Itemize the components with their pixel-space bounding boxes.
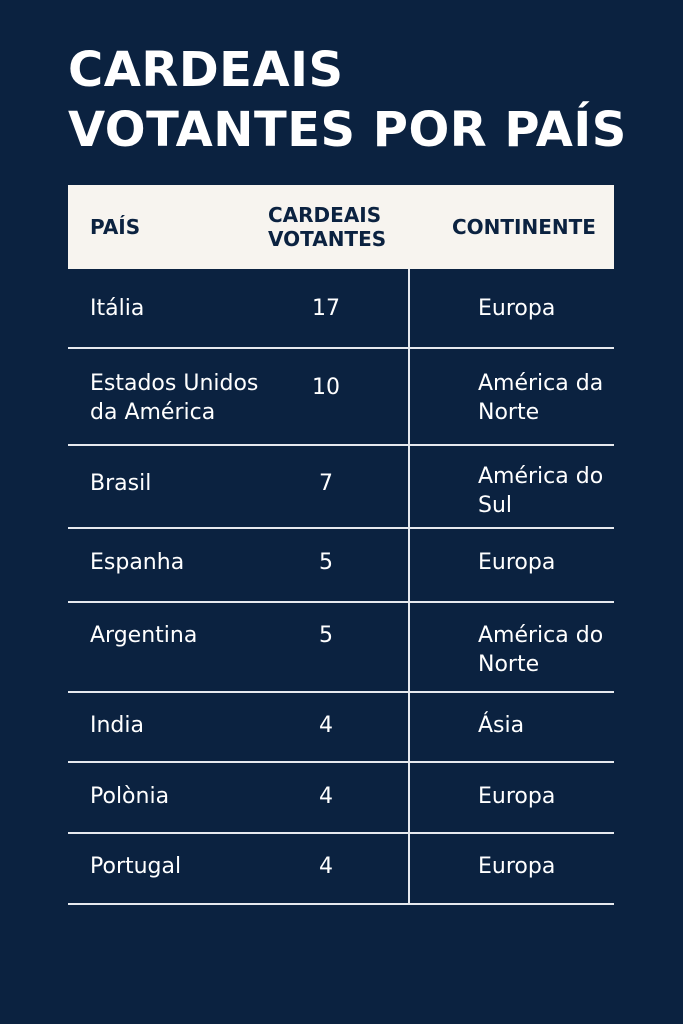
cell-votes: 17: [312, 296, 340, 321]
cell-continent: América do Sul: [478, 464, 604, 518]
cell-country: Espanha: [90, 550, 185, 575]
cell-votes: 4: [319, 713, 333, 738]
page-title: CARDEAIS VOTANTES POR PAÍS: [68, 42, 627, 158]
table-row: Polònia 4 Europa: [68, 763, 614, 834]
cell-continent: Europa: [478, 296, 556, 321]
cell-continent: Ásia: [478, 713, 525, 738]
header-continent: CONTINENTE: [452, 215, 596, 239]
table-row: India 4 Ásia: [68, 693, 614, 763]
cell-votes: 10: [312, 375, 340, 400]
cell-continent: Europa: [478, 784, 556, 809]
cardinals-table: PAÍS CARDEAIS VOTANTES CONTINENTE Itália…: [68, 185, 614, 905]
cell-votes: 7: [319, 471, 333, 496]
table-row: Espanha 5 Europa: [68, 529, 614, 603]
header-country: PAÍS: [90, 215, 141, 239]
cell-country: Portugal: [90, 854, 182, 879]
table-row: Portugal 4 Europa: [68, 834, 614, 905]
cell-continent: América do Norte: [478, 623, 604, 677]
cell-votes: 5: [319, 550, 333, 575]
cell-continent: Europa: [478, 854, 556, 879]
cell-country: Estados Unidos da América: [90, 371, 259, 425]
header-votes-line1: CARDEAIS: [268, 203, 382, 227]
table-row: Argentina 5 América do Norte: [68, 603, 614, 693]
table-body: Itália 17 Europa Estados Unidos da Améri…: [68, 269, 614, 905]
cell-continent: Europa: [478, 550, 556, 575]
table-row: Itália 17 Europa: [68, 269, 614, 349]
table-row: Brasil 7 América do Sul: [68, 446, 614, 529]
cell-country: India: [90, 713, 144, 738]
cell-country: Polònia: [90, 784, 170, 809]
header-votes-line2: VOTANTES: [268, 227, 387, 251]
table-header: PAÍS CARDEAIS VOTANTES CONTINENTE: [68, 185, 614, 269]
cell-votes: 5: [319, 623, 333, 648]
cell-votes: 4: [319, 784, 333, 809]
cell-country: Argentina: [90, 623, 198, 648]
table-row: Estados Unidos da América 10 América da …: [68, 349, 614, 446]
cell-votes: 4: [319, 854, 333, 879]
cell-country: Itália: [90, 296, 145, 321]
cell-continent: América da Norte: [478, 371, 604, 425]
column-divider: [408, 269, 410, 903]
cell-country: Brasil: [90, 471, 152, 496]
header-votes: CARDEAIS VOTANTES: [268, 185, 386, 269]
